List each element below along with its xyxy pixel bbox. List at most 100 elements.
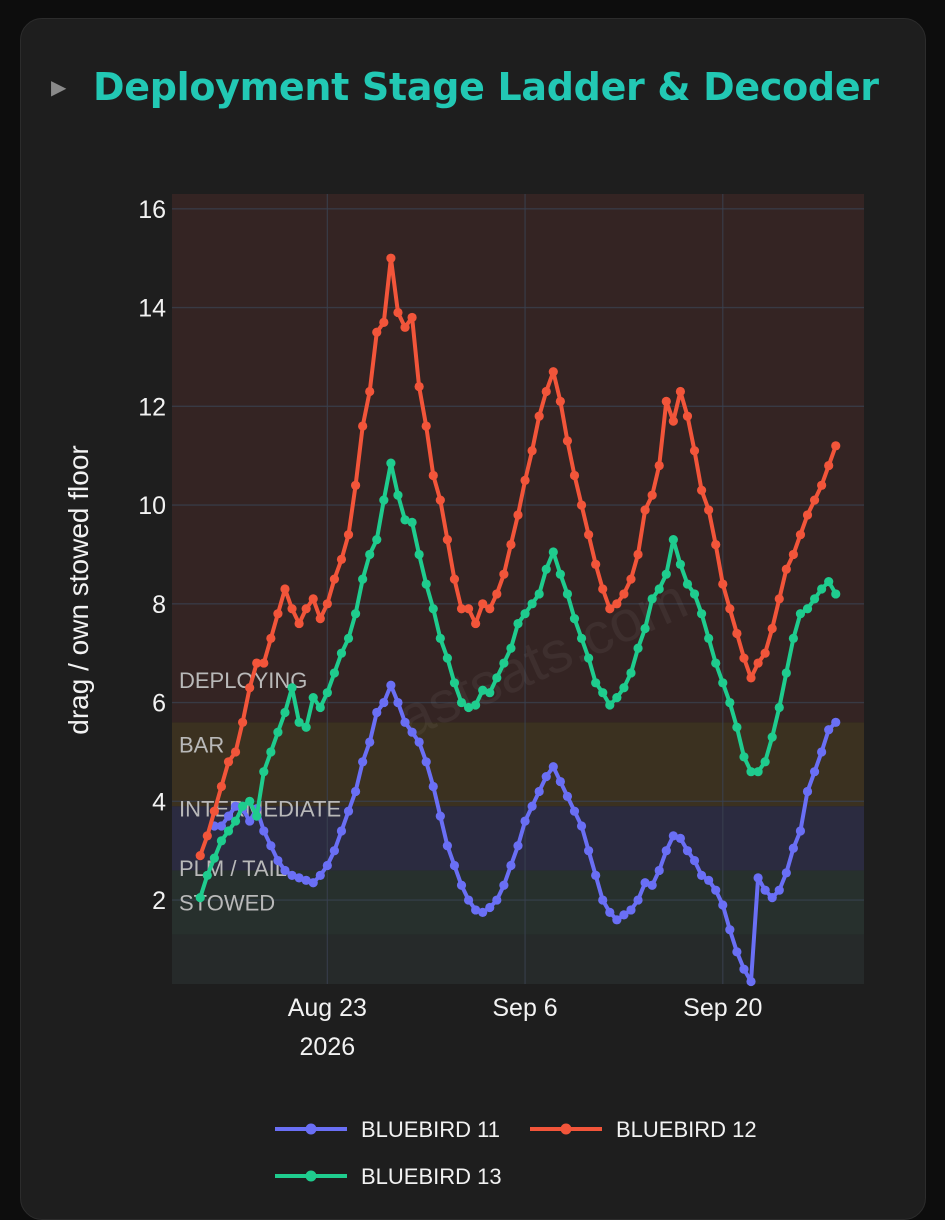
point-1-13 <box>287 604 297 614</box>
point-1-60 <box>619 589 629 599</box>
point-0-21 <box>358 757 368 767</box>
legend-label-0: BLUEBIRD 11 <box>361 1117 500 1142</box>
point-0-41 <box>499 880 509 890</box>
point-0-13 <box>301 875 311 885</box>
y-tick-label-3: 8 <box>152 591 166 619</box>
point-0-46 <box>534 786 544 797</box>
point-0-59 <box>626 905 636 915</box>
y-tick-label-5: 12 <box>138 393 166 421</box>
point-0-27 <box>400 717 410 727</box>
point-1-80 <box>760 648 770 658</box>
point-0-70 <box>704 875 714 885</box>
point-0-75 <box>739 964 749 974</box>
point-0-54 <box>591 870 601 880</box>
legend-item-0[interactable]: BLUEBIRD 11 <box>275 1117 500 1142</box>
point-0-69 <box>696 870 707 880</box>
point-1-44 <box>506 539 516 550</box>
point-0-61 <box>640 878 650 888</box>
point-1-82 <box>774 594 784 604</box>
x-tick-sublabel-0: 2026 <box>300 1033 356 1061</box>
point-2-64 <box>647 594 657 604</box>
point-2-79 <box>753 767 763 777</box>
point-0-84 <box>802 786 813 797</box>
point-2-74 <box>718 678 728 688</box>
point-1-69 <box>682 411 693 421</box>
point-0-52 <box>576 821 587 831</box>
y-tick-label-7: 16 <box>138 196 166 224</box>
point-0-56 <box>605 907 615 918</box>
point-2-29 <box>400 515 410 525</box>
point-1-45 <box>513 510 523 520</box>
point-1-65 <box>654 460 664 471</box>
point-1-31 <box>414 381 424 392</box>
point-0-28 <box>407 727 417 737</box>
legend-marker-1 <box>560 1123 572 1135</box>
point-1-57 <box>598 584 608 594</box>
point-2-31 <box>414 549 424 560</box>
y-tick-label-4: 10 <box>138 492 166 520</box>
point-0-88 <box>831 717 841 727</box>
point-0-86 <box>817 747 827 757</box>
point-2-68 <box>675 559 686 569</box>
point-1-84 <box>788 549 798 560</box>
point-0-22 <box>365 737 375 747</box>
point-2-76 <box>732 722 742 732</box>
point-2-37 <box>456 697 467 708</box>
point-0-74 <box>732 947 742 957</box>
panel-title: Deployment Stage Ladder & Decoder <box>93 65 879 109</box>
band-label-4: DEPLOYING <box>179 668 307 693</box>
point-1-14 <box>294 618 304 629</box>
point-2-89 <box>824 576 834 587</box>
point-1-8 <box>252 658 262 668</box>
point-2-0 <box>195 892 205 903</box>
point-2-44 <box>506 643 516 653</box>
point-0-37 <box>471 905 481 915</box>
point-1-34 <box>435 495 445 505</box>
point-1-79 <box>753 658 763 668</box>
point-2-54 <box>576 633 587 643</box>
point-0-73 <box>725 925 735 935</box>
point-1-78 <box>746 673 756 683</box>
point-0-17 <box>329 846 340 856</box>
collapse-toggle-icon[interactable]: ▶ <box>51 76 67 99</box>
point-1-18 <box>322 599 332 609</box>
point-2-55 <box>584 653 594 663</box>
point-0-77 <box>753 873 763 883</box>
point-2-14 <box>294 717 304 727</box>
point-2-42 <box>492 673 502 683</box>
point-1-4 <box>223 757 234 767</box>
point-1-38 <box>463 604 474 614</box>
point-0-20 <box>350 786 361 797</box>
point-2-85 <box>795 609 806 619</box>
point-2-86 <box>802 604 813 614</box>
point-1-1 <box>202 831 212 841</box>
point-0-32 <box>435 811 445 821</box>
point-2-56 <box>591 678 601 688</box>
point-2-10 <box>266 747 276 757</box>
legend-label-1: BLUEBIRD 12 <box>616 1117 757 1142</box>
panel-header[interactable]: ▶ Deployment Stage Ladder & Decoder <box>51 65 879 109</box>
point-1-85 <box>795 530 806 540</box>
point-1-49 <box>541 386 551 397</box>
point-0-43 <box>513 841 523 851</box>
legend-item-1[interactable]: BLUEBIRD 12 <box>530 1117 757 1142</box>
point-1-37 <box>456 604 467 614</box>
point-2-9 <box>259 767 269 777</box>
y-tick-label-2: 6 <box>152 690 166 718</box>
point-1-26 <box>379 317 389 327</box>
x-tick-label-0: Aug 23 <box>288 994 367 1022</box>
point-2-84 <box>788 633 798 643</box>
point-2-20 <box>336 648 347 658</box>
point-2-32 <box>421 579 431 589</box>
point-1-73 <box>711 539 721 550</box>
point-0-45 <box>527 801 537 811</box>
point-1-21 <box>343 530 354 540</box>
point-0-30 <box>421 757 431 767</box>
point-0-63 <box>654 865 664 876</box>
band-2 <box>172 806 864 871</box>
point-2-83 <box>781 668 791 678</box>
point-0-19 <box>343 806 354 816</box>
point-2-57 <box>598 688 608 698</box>
point-0-7 <box>259 826 269 836</box>
legend-item-2[interactable]: BLUEBIRD 13 <box>275 1164 502 1189</box>
